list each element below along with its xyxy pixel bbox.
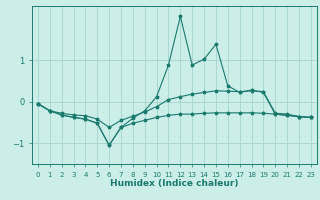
X-axis label: Humidex (Indice chaleur): Humidex (Indice chaleur) [110, 179, 239, 188]
